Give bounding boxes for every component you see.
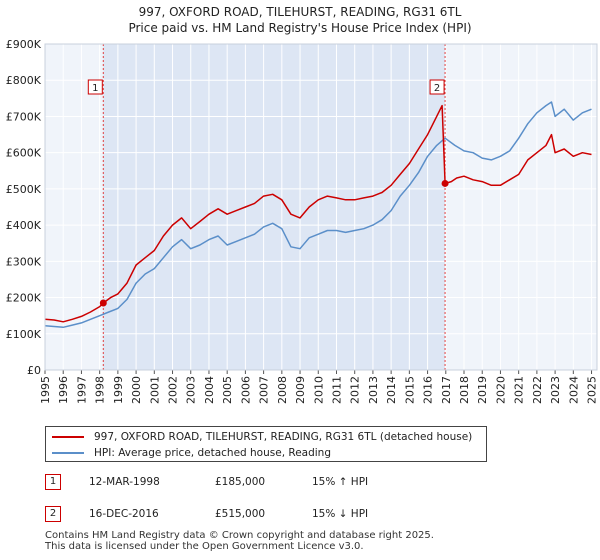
x-tick-label: 1997 [75, 376, 88, 404]
x-tick-label: 2011 [330, 376, 343, 404]
y-tick-label: £900K [6, 38, 42, 51]
y-tick-label: £800K [6, 74, 42, 87]
x-tick-label: 2002 [167, 376, 180, 404]
x-tick-label: 2024 [567, 376, 580, 404]
footer: Contains HM Land Registry data © Crown c… [45, 530, 434, 552]
x-tick-label: 2014 [385, 376, 398, 404]
table-row: 1 12-MAR-1998 £185,000 15% ↑ HPI [45, 474, 585, 494]
chart-title-line1: 997, OXFORD ROAD, TILEHURST, READING, RG… [138, 5, 462, 19]
legend-label-hpi: HPI: Average price, detached house, Read… [94, 447, 331, 459]
x-tick-label: 2025 [586, 376, 599, 404]
legend-swatch-hpi [52, 452, 84, 454]
y-tick-label: £500K [6, 183, 42, 196]
x-tick-label: 2009 [294, 376, 307, 404]
series-line-property [44, 104, 592, 323]
x-tick-label: 2000 [130, 376, 143, 404]
x-tick-label: 1998 [94, 376, 107, 404]
y-tick-label: £200K [6, 292, 42, 305]
x-tick-label: 2010 [312, 376, 325, 404]
sale-point [441, 179, 449, 187]
x-tick-label: 2019 [476, 376, 489, 404]
x-tick-label: 1999 [112, 376, 125, 404]
x-tick-label: 2021 [513, 376, 526, 404]
shaded-span [103, 44, 446, 370]
x-tick-label: 2020 [494, 376, 507, 404]
footer-license: This data is licensed under the Open Gov… [45, 541, 364, 552]
sale-label-box [87, 79, 103, 95]
sale-price: £185,000 [215, 476, 266, 488]
x-tick-label: 2003 [185, 376, 198, 404]
sale-hpi-diff: 15% ↑ HPI [312, 476, 369, 488]
y-tick-label: £600K [6, 147, 42, 160]
chart-title-line2: Price paid vs. HM Land Registry's House … [128, 21, 472, 35]
legend-item-property: 997, OXFORD ROAD, TILEHURST, READING, RG… [52, 429, 472, 445]
x-tick-label: 2022 [531, 376, 544, 404]
y-tick-label: £700K [6, 110, 42, 123]
sale-marker-badge: 1 [45, 474, 61, 490]
x-tick-label: 1996 [57, 376, 70, 404]
x-tick-label: 2005 [221, 376, 234, 404]
x-tick-label: 2008 [276, 376, 289, 404]
legend-item-hpi: HPI: Average price, detached house, Read… [52, 445, 331, 461]
plot-frame [44, 43, 598, 371]
x-tick-label: 2016 [422, 376, 435, 404]
sale-point [99, 299, 107, 307]
sale-label: 1 [92, 83, 98, 94]
x-tick-label: 2012 [349, 376, 362, 404]
x-tick-label: 2015 [403, 376, 416, 404]
sale-label: 2 [434, 83, 440, 94]
x-tick-label: 2017 [440, 376, 453, 404]
sale-price: £515,000 [215, 508, 266, 520]
x-tick-label: 2001 [148, 376, 161, 404]
x-tick-label: 2007 [258, 376, 271, 404]
y-tick-label: £0 [27, 364, 41, 377]
price-chart: £0 £100K £200K £300K £400K £500K £600K £700K £80… [6, 38, 599, 404]
y-tick-label: £100K [6, 328, 42, 341]
table-row: 2 16-DEC-2016 £515,000 15% ↓ HPI [45, 506, 585, 526]
y-tick-label: £300K [6, 255, 42, 268]
sale-marker-badge: 2 [45, 506, 61, 522]
x-tick-label: 2018 [458, 376, 471, 404]
sale-date: 12-MAR-1998 [89, 476, 160, 488]
y-tick-label: £400K [6, 219, 42, 232]
legend: 997, OXFORD ROAD, TILEHURST, READING, RG… [45, 426, 487, 462]
series-line-hpi [44, 101, 592, 329]
x-tick-label: 2004 [203, 376, 216, 404]
x-tick-label: 2013 [367, 376, 380, 404]
footer-copyright: Contains HM Land Registry data © Crown c… [45, 530, 434, 541]
x-tick-label: 1995 [39, 376, 52, 404]
x-tick-label: 2006 [239, 376, 252, 404]
sale-label-box [429, 79, 445, 95]
sale-date: 16-DEC-2016 [89, 508, 159, 520]
legend-swatch-property [52, 436, 84, 438]
x-tick-label: 2023 [549, 376, 562, 404]
legend-label-property: 997, OXFORD ROAD, TILEHURST, READING, RG… [94, 431, 473, 443]
chart-title: 997, OXFORD ROAD, TILEHURST, READING, RG… [0, 4, 600, 36]
sale-hpi-diff: 15% ↓ HPI [312, 508, 369, 520]
